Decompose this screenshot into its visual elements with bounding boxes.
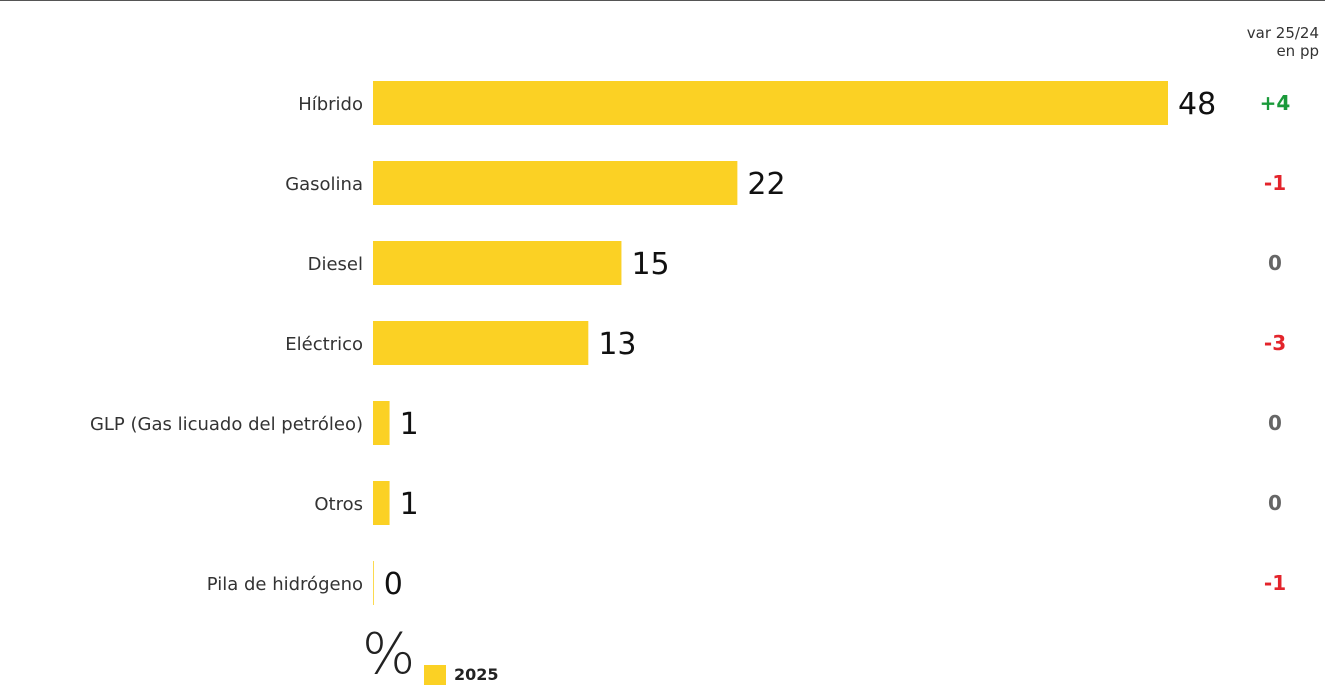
bar xyxy=(373,401,390,445)
category-label: Pila de hidrógeno xyxy=(207,574,363,595)
bar xyxy=(373,81,1168,125)
top-rule xyxy=(0,0,1325,1)
variation-label: 0 xyxy=(1268,491,1282,515)
variation-label: -1 xyxy=(1264,171,1286,195)
bar-chart: Híbrido 48 +4 Gasolina 22 -1 Diesel 15 0 Eléctric… xyxy=(90,81,1291,605)
variation-label: 0 xyxy=(1268,251,1282,275)
category-label: GLP (Gas licuado del petróleo) xyxy=(90,414,363,435)
category-label: Híbrido xyxy=(298,94,363,115)
data-label: 13 xyxy=(598,327,636,362)
category-label: Gasolina xyxy=(285,174,363,195)
variation-label: -3 xyxy=(1264,331,1286,355)
variation-header-line-2: en pp xyxy=(1276,42,1319,60)
data-label: 15 xyxy=(631,247,669,282)
category-label: Diesel xyxy=(308,254,363,275)
category-label: Eléctrico xyxy=(285,334,363,355)
data-label: 48 xyxy=(1178,87,1216,122)
bar xyxy=(373,161,738,205)
variation-header-line-1: var 25/24 xyxy=(1246,24,1319,42)
data-label: 1 xyxy=(400,487,419,522)
variation-label: 0 xyxy=(1268,411,1282,435)
bar xyxy=(373,561,374,605)
category-label: Otros xyxy=(314,494,363,515)
legend-series-label: 2025 xyxy=(454,665,499,684)
data-label: 1 xyxy=(400,407,419,442)
unit-label: % xyxy=(362,622,416,687)
variation-header: var 25/24 en pp xyxy=(1219,24,1319,60)
data-label: 22 xyxy=(747,167,785,202)
variation-label: -1 xyxy=(1264,571,1286,595)
data-label: 0 xyxy=(384,567,403,602)
bar xyxy=(373,481,390,525)
legend-swatch-2025 xyxy=(424,665,446,685)
variation-label: +4 xyxy=(1260,91,1291,115)
bar xyxy=(373,321,589,365)
bar xyxy=(373,241,622,285)
